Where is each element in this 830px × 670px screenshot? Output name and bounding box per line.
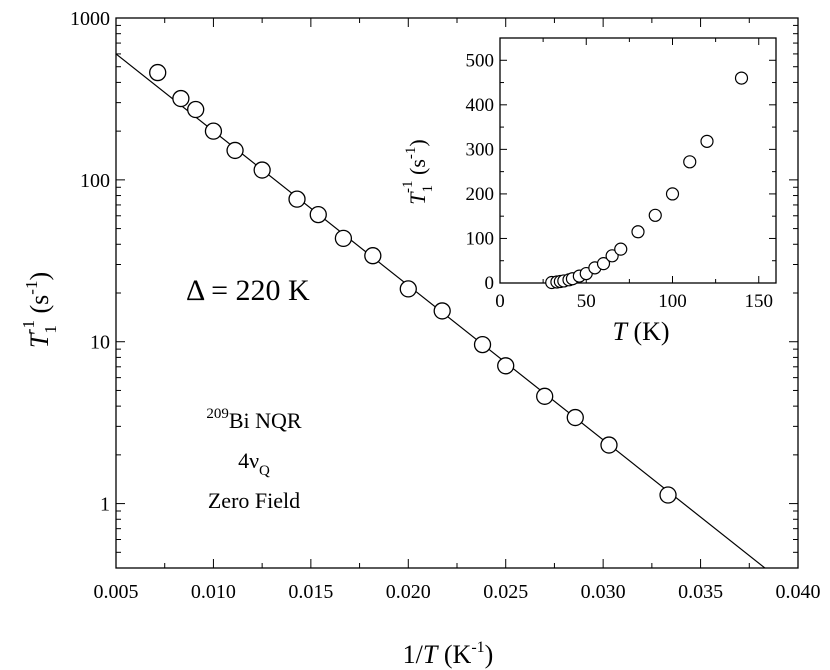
main-x-axis-title: 1/T (K-1) bbox=[403, 639, 494, 669]
main-data-point bbox=[253, 161, 271, 179]
main-data-point bbox=[288, 190, 306, 208]
main-y-tick-label: 1 bbox=[100, 494, 110, 516]
inset-x-tick-label: 0 bbox=[495, 291, 505, 312]
main-data-point bbox=[600, 436, 618, 454]
inset-y-tick-label: 300 bbox=[466, 139, 495, 160]
main-y-tick-label: 10 bbox=[90, 332, 110, 354]
inset-data-point bbox=[700, 134, 714, 148]
inset-y-tick-label: 100 bbox=[466, 228, 495, 249]
main-x-tick-label: 0.005 bbox=[94, 581, 139, 603]
main-data-point bbox=[536, 387, 554, 405]
main-x-tick-label: 0.020 bbox=[386, 581, 431, 603]
main-data-point bbox=[334, 229, 353, 248]
frequency-label: 4νQ bbox=[238, 448, 270, 479]
inset-data-point bbox=[596, 257, 611, 271]
main-data-point bbox=[566, 408, 584, 427]
inset-data-point bbox=[648, 208, 662, 222]
main-x-tick-label: 0.010 bbox=[191, 581, 236, 603]
inset-data-point bbox=[734, 71, 749, 85]
main-y-axis-title: T1-1 (s-1) bbox=[19, 272, 60, 348]
main-x-tick-label: 0.025 bbox=[483, 581, 528, 603]
main-x-tick-label: 0.040 bbox=[776, 581, 821, 603]
main-data-point bbox=[187, 100, 205, 119]
inset-frame bbox=[499, 37, 777, 284]
inset-y-tick-label: 400 bbox=[466, 95, 495, 116]
inset-data-point bbox=[665, 187, 680, 201]
inset-x-tick-label: 50 bbox=[577, 291, 596, 312]
nucleus-label: 209Bi NQR bbox=[206, 406, 302, 433]
inset-data-point bbox=[631, 225, 645, 239]
main-data-point bbox=[473, 335, 492, 354]
main-data-point bbox=[309, 205, 327, 224]
inset-data-point bbox=[683, 155, 697, 169]
main-x-tick-label: 0.035 bbox=[678, 581, 723, 603]
main-x-tick-label: 0.030 bbox=[581, 581, 626, 603]
main-x-tick-label: 0.015 bbox=[288, 581, 333, 603]
inset-data-point bbox=[614, 242, 628, 256]
inset-x-axis-title: T (K) bbox=[612, 317, 669, 346]
field-label: Zero Field bbox=[208, 488, 300, 513]
main-data-point bbox=[433, 302, 451, 320]
inset-y-axis-title: T1-1 (s-1) bbox=[400, 139, 436, 204]
main-data-point bbox=[659, 486, 677, 504]
inset-x-tick-label: 100 bbox=[658, 291, 687, 312]
main-data-point bbox=[226, 141, 244, 160]
main-y-tick-label: 100 bbox=[80, 170, 110, 192]
inset-plot: 0 50 100 150 0 100 200 300 400 500 bbox=[466, 37, 777, 312]
gap-annotation: Δ = 220 K bbox=[186, 274, 310, 307]
main-data-point bbox=[497, 357, 515, 375]
inset-y-tick-label: 200 bbox=[466, 184, 495, 205]
main-data-point bbox=[399, 280, 417, 298]
inset-y-tick-label: 500 bbox=[466, 50, 495, 71]
main-data-point bbox=[204, 122, 223, 140]
main-data-point bbox=[172, 89, 190, 108]
inset-x-tick-label: 150 bbox=[745, 291, 774, 312]
inset-y-tick-label: 0 bbox=[485, 273, 495, 294]
main-y-tick-label: 1000 bbox=[70, 8, 110, 30]
main-plot: 0.005 0.010 0.015 0.020 0.025 0.030 0.035 0.040… bbox=[70, 8, 821, 603]
main-data-point bbox=[364, 247, 382, 265]
main-data-point bbox=[149, 63, 167, 82]
inset-data-point bbox=[605, 249, 619, 263]
